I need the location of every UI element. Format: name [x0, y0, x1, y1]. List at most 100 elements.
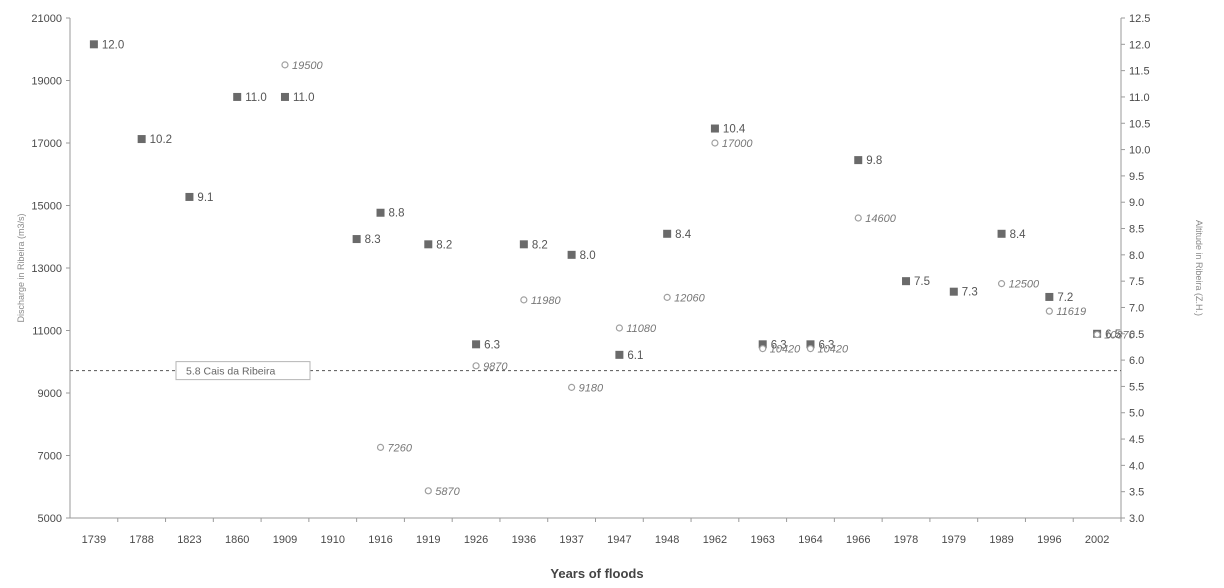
y-right-tick-label: 9.0 [1129, 197, 1144, 209]
x-tick-label: 2002 [1085, 534, 1109, 546]
y-right-tick-label: 12.5 [1129, 13, 1150, 25]
y-right-tick-label: 5.0 [1129, 408, 1144, 420]
x-tick-label: 1947 [607, 534, 631, 546]
altitude-data-label: 8.3 [365, 234, 381, 246]
discharge-data-label: 9180 [579, 382, 604, 394]
altitude-marker [424, 240, 433, 249]
altitude-data-label: 8.4 [1010, 229, 1027, 241]
discharge-marker [1093, 330, 1101, 339]
altitude-data-label: 6.3 [771, 339, 787, 351]
discharge-data-label: 10420 [817, 344, 848, 356]
y-right-tick-label: 7.5 [1129, 276, 1144, 288]
discharge-marker [1045, 307, 1053, 315]
x-tick-label: 1788 [129, 534, 153, 546]
altitude-data-label: 6.1 [627, 350, 643, 362]
discharge-data-label: 11619 [1056, 306, 1086, 318]
discharge-marker [711, 139, 719, 147]
x-tick-label: 1910 [321, 534, 345, 546]
altitude-marker [997, 229, 1006, 238]
x-tick-label: 1860 [225, 534, 249, 546]
y-right-tick-label: 9.5 [1129, 171, 1144, 183]
altitude-marker [615, 350, 624, 359]
x-tick-label: 1909 [273, 534, 297, 546]
discharge-marker [997, 280, 1006, 288]
discharge-marker [854, 214, 862, 222]
discharge-marker [424, 487, 432, 495]
y-left-tick-label: 9000 [38, 388, 62, 400]
altitude-marker [567, 250, 576, 259]
x-tick-label: 1962 [703, 534, 727, 546]
y-right-tick-label: 7.0 [1129, 302, 1144, 314]
discharge-marker [663, 293, 671, 301]
altitude-marker [1045, 292, 1054, 301]
y-right-tick-label: 6.5 [1129, 329, 1144, 341]
altitude-marker [352, 235, 361, 244]
discharge-marker [759, 345, 767, 353]
x-tick-label: 1937 [559, 534, 583, 546]
discharge-marker [472, 362, 480, 370]
y-right-tick-label: 5.5 [1129, 381, 1144, 393]
altitude-data-label: 10.4 [723, 124, 746, 136]
discharge-marker [376, 443, 385, 451]
discharge-marker [520, 296, 528, 304]
x-tick-label: 1948 [655, 534, 679, 546]
y-right-tick-label: 8.0 [1129, 250, 1144, 262]
y-right-tick-label: 4.5 [1129, 434, 1144, 446]
y-right-tick-label: 11.5 [1129, 66, 1150, 78]
y-left-tick-label: 5000 [38, 513, 62, 525]
discharge-data-label: 11080 [626, 323, 657, 335]
altitude-data-label: 7.3 [962, 287, 978, 299]
reference-label: 5.8 Cais da Ribeira [186, 366, 275, 378]
y-right-tick-label: 8.5 [1129, 224, 1144, 236]
altitude-marker [854, 156, 863, 165]
discharge-marker [281, 61, 289, 69]
altitude-data-label: 8.2 [532, 239, 548, 251]
y-left-tick-label: 21000 [31, 13, 62, 25]
reference-label-box [175, 361, 311, 381]
altitude-marker [949, 287, 958, 296]
altitude-marker [902, 277, 911, 286]
y-left-tick-label: 17000 [31, 138, 62, 150]
y-right-tick-label: 6.0 [1129, 355, 1144, 367]
y-right-tick-label: 10.0 [1129, 145, 1150, 157]
y-right-tick-label: 11.0 [1129, 92, 1150, 104]
altitude-data-label: 9.8 [866, 155, 882, 167]
altitude-data-label: 11.0 [245, 92, 267, 104]
discharge-marker [806, 345, 815, 353]
y-right-tick-label: 4.0 [1129, 460, 1144, 472]
altitude-marker [89, 40, 98, 49]
y-left-tick-label: 13000 [31, 263, 62, 275]
x-tick-label: 1963 [750, 534, 774, 546]
altitude-data-label: 12.0 [102, 39, 124, 51]
y-right-tick-label: 10.5 [1129, 118, 1150, 130]
x-tick-label: 1823 [177, 534, 201, 546]
y-left-tick-label: 11000 [32, 326, 62, 338]
altitude-marker [137, 135, 146, 144]
altitude-data-label: 8.8 [389, 208, 405, 220]
y-left-axis-title: Discharge in Ribeira (m3/s) [16, 213, 26, 322]
x-tick-label: 1739 [82, 534, 106, 546]
discharge-data-label: 9870 [483, 361, 508, 373]
discharge-data-label: 7260 [388, 442, 413, 454]
altitude-marker [280, 92, 289, 101]
altitude-data-label: 9.1 [197, 192, 213, 204]
altitude-data-label: 7.2 [1057, 292, 1073, 304]
y-right-tick-label: 3.5 [1129, 487, 1144, 499]
x-tick-label: 1936 [512, 534, 536, 546]
discharge-marker [568, 383, 576, 391]
x-tick-label: 1919 [416, 534, 440, 546]
discharge-marker [615, 324, 623, 332]
altitude-marker [663, 229, 672, 238]
altitude-marker [758, 340, 767, 349]
altitude-marker [185, 192, 194, 201]
x-tick-label: 1979 [942, 534, 966, 546]
altitude-data-label: 6.3 [818, 339, 834, 351]
discharge-data-label: 12500 [1009, 279, 1040, 291]
altitude-data-label: 8.2 [436, 239, 452, 251]
discharge-data-label: 11980 [531, 295, 562, 307]
y-left-tick-label: 15000 [31, 201, 62, 213]
x-tick-label: 1989 [989, 534, 1013, 546]
x-tick-label: 1966 [846, 534, 870, 546]
